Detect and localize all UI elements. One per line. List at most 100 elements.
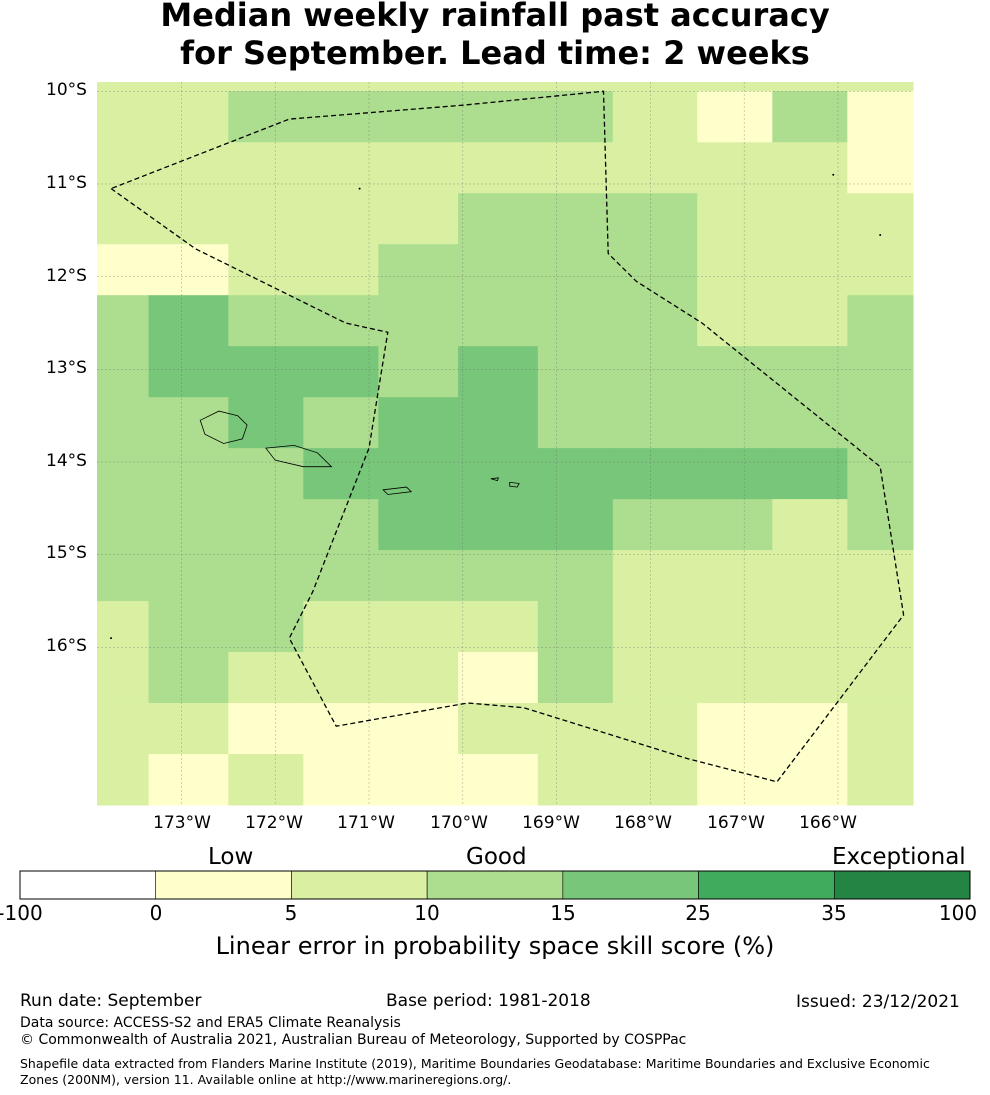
- island-outline: [490, 477, 499, 482]
- grid-cell: [697, 244, 773, 296]
- grid-cell: [458, 448, 539, 500]
- grid-cell: [148, 193, 229, 245]
- grid-cell: [847, 499, 914, 551]
- grid-cell: [772, 550, 848, 602]
- grid-cell: [697, 193, 773, 245]
- grid-cell: [378, 193, 459, 245]
- grid-cell: [378, 244, 459, 296]
- grid-cell: [458, 550, 539, 602]
- grid-cell: [378, 295, 459, 347]
- colorbar-tick-25: 25: [685, 901, 711, 925]
- grid-cell: [303, 142, 379, 194]
- lon-label-173w: 173°W: [153, 813, 211, 833]
- grid-cell: [697, 91, 773, 143]
- island-outline: [382, 486, 413, 495]
- grid-cell: [612, 244, 698, 296]
- grid-cell: [847, 346, 914, 398]
- grid-cell: [772, 397, 848, 449]
- grid-cell: [97, 193, 150, 245]
- grid-cell: [97, 601, 150, 653]
- grid-cell: [847, 754, 914, 806]
- grid-cell: [847, 703, 914, 755]
- lon-label-170w: 170°W: [430, 813, 488, 833]
- grid-cell: [772, 193, 848, 245]
- grid-cell: [458, 82, 539, 92]
- grid-cell: [458, 193, 539, 245]
- grid-cell: [612, 499, 698, 551]
- grid-cell: [303, 550, 379, 602]
- colorbar-segment: [833, 870, 971, 900]
- grid-cell: [612, 754, 698, 806]
- grid-cell: [612, 91, 698, 143]
- grid-cell: [612, 448, 698, 500]
- lat-label-11s: 11°S: [46, 173, 87, 193]
- grid-cell: [612, 142, 698, 194]
- colorbar-tick-100: 100: [938, 901, 978, 925]
- grid-cell: [458, 754, 539, 806]
- grid-cell: [148, 703, 229, 755]
- grid-cell: [847, 448, 914, 500]
- grid-cell: [697, 652, 773, 704]
- grid-cell: [228, 82, 304, 92]
- grid-cell: [772, 448, 848, 500]
- grid-cell: [537, 499, 614, 551]
- grid-cell: [228, 550, 304, 602]
- lon-label-171w: 171°W: [337, 813, 395, 833]
- grid-cell: [378, 346, 459, 398]
- grid-cell: [303, 91, 379, 143]
- grid-cell: [303, 703, 379, 755]
- grid-cell: [537, 346, 614, 398]
- grid-cell: [697, 295, 773, 347]
- grid-cell: [378, 82, 459, 92]
- grid-cell: [697, 703, 773, 755]
- grid-cell: [97, 397, 150, 449]
- grid-cell: [772, 244, 848, 296]
- grid-cell: [378, 601, 459, 653]
- grid-cell: [97, 448, 150, 500]
- grid-cell: [228, 397, 304, 449]
- grid-cell: [303, 244, 379, 296]
- islet-marker: [879, 233, 882, 236]
- grid-cell: [772, 82, 848, 92]
- grid-cell: [612, 397, 698, 449]
- grid-cell: [148, 754, 229, 806]
- grid-cell: [458, 295, 539, 347]
- grid-cell: [697, 754, 773, 806]
- grid-cell: [228, 193, 304, 245]
- colorbar: [19, 870, 971, 900]
- grid-cell: [378, 91, 459, 143]
- grid-cell: [697, 499, 773, 551]
- grid-cell: [537, 754, 614, 806]
- grid-cell: [772, 652, 848, 704]
- grid-cell: [537, 397, 614, 449]
- lon-label-169w: 169°W: [522, 813, 580, 833]
- grid-cell: [303, 448, 379, 500]
- lat-label-13s: 13°S: [46, 358, 87, 378]
- grid-cell: [228, 448, 304, 500]
- grid-cell: [697, 346, 773, 398]
- colorbar-tick-neg100: -100: [0, 901, 43, 925]
- grid-cell: [772, 754, 848, 806]
- grid-cell: [537, 652, 614, 704]
- grid-cell: [228, 754, 304, 806]
- colorbar-tick-35: 35: [821, 901, 847, 925]
- grid-cell: [97, 142, 150, 194]
- grid-cell: [228, 346, 304, 398]
- colorbar-label-exceptional: Exceptional: [832, 844, 966, 870]
- grid-cell: [148, 448, 229, 500]
- grid-cell: [612, 82, 698, 92]
- lat-label-10s: 10°S: [46, 80, 87, 100]
- lat-label-16s: 16°S: [46, 636, 87, 656]
- grid-cell: [772, 601, 848, 653]
- grid-cell: [612, 346, 698, 398]
- grid-cell: [847, 397, 914, 449]
- islet-marker: [832, 173, 835, 176]
- grid-cell: [378, 652, 459, 704]
- grid-cell: [537, 142, 614, 194]
- grid-cell: [303, 652, 379, 704]
- grid-cell: [847, 550, 914, 602]
- colorbar-tick-5: 5: [284, 901, 298, 925]
- title-line-2: for September. Lead time: 2 weeks: [180, 34, 810, 72]
- eez-boundary: [110, 90, 905, 783]
- grid-cell: [148, 244, 229, 296]
